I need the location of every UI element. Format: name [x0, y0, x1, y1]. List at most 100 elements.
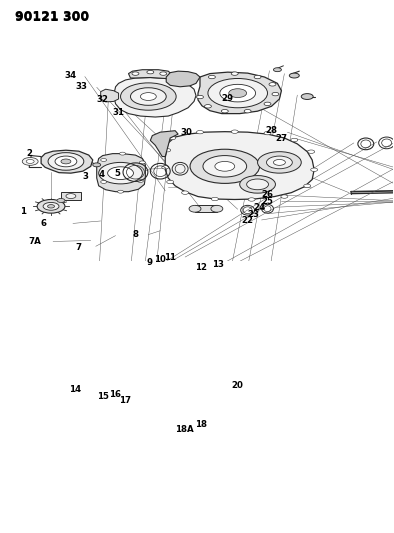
Text: 8: 8 [132, 230, 138, 239]
Bar [195, 205, 217, 212]
Circle shape [204, 104, 212, 108]
Ellipse shape [189, 205, 201, 212]
Circle shape [308, 150, 315, 154]
Text: 90121 300: 90121 300 [15, 11, 89, 24]
Text: 32: 32 [97, 95, 109, 104]
Circle shape [197, 95, 203, 99]
Text: 2: 2 [26, 149, 32, 158]
Circle shape [215, 161, 235, 171]
Text: 11: 11 [164, 253, 176, 262]
Circle shape [291, 138, 298, 142]
Text: 27: 27 [275, 133, 288, 142]
Text: 15: 15 [97, 392, 109, 401]
Circle shape [101, 181, 107, 183]
Circle shape [221, 109, 228, 113]
Ellipse shape [211, 205, 223, 212]
Circle shape [254, 75, 261, 79]
Circle shape [258, 152, 301, 173]
Circle shape [101, 158, 107, 161]
Text: 90121 300: 90121 300 [15, 10, 89, 23]
Circle shape [304, 184, 311, 188]
Circle shape [121, 83, 176, 110]
Polygon shape [41, 150, 93, 173]
Circle shape [208, 78, 268, 108]
Circle shape [248, 198, 255, 201]
Circle shape [132, 72, 139, 75]
Circle shape [140, 93, 156, 100]
Polygon shape [97, 154, 145, 192]
Circle shape [264, 132, 271, 135]
Circle shape [273, 68, 281, 71]
Circle shape [93, 163, 101, 167]
Circle shape [281, 195, 288, 198]
Text: 34: 34 [65, 71, 77, 80]
Polygon shape [165, 132, 314, 199]
Text: 13: 13 [212, 261, 224, 269]
Circle shape [147, 70, 154, 74]
Polygon shape [128, 70, 172, 79]
Text: 31: 31 [113, 108, 125, 117]
Circle shape [119, 152, 126, 155]
Circle shape [244, 109, 251, 113]
Circle shape [164, 149, 171, 152]
Circle shape [169, 136, 176, 140]
Text: 12: 12 [195, 263, 207, 272]
Circle shape [229, 88, 247, 98]
Circle shape [247, 179, 268, 190]
Text: 18A: 18A [175, 425, 193, 434]
Circle shape [264, 102, 271, 106]
Circle shape [138, 180, 143, 182]
Text: 28: 28 [266, 126, 277, 135]
Circle shape [108, 167, 134, 180]
Circle shape [208, 75, 216, 79]
Circle shape [190, 149, 260, 183]
Circle shape [139, 161, 145, 164]
Text: 23: 23 [247, 209, 260, 219]
Circle shape [57, 198, 65, 203]
Circle shape [273, 159, 285, 165]
Circle shape [289, 73, 299, 78]
Text: 14: 14 [69, 385, 81, 394]
Circle shape [203, 156, 247, 177]
Circle shape [311, 168, 318, 172]
Text: 30: 30 [180, 128, 192, 136]
Text: 7: 7 [76, 243, 82, 252]
Polygon shape [101, 89, 119, 102]
Polygon shape [166, 71, 200, 87]
Text: 1: 1 [20, 207, 26, 216]
Text: 9: 9 [146, 259, 152, 268]
Text: 17: 17 [119, 396, 132, 405]
Circle shape [212, 197, 218, 201]
Polygon shape [113, 77, 196, 117]
Circle shape [117, 190, 124, 193]
Circle shape [66, 193, 76, 198]
Circle shape [301, 94, 313, 100]
Text: 25: 25 [262, 197, 273, 206]
Circle shape [266, 156, 292, 169]
Text: 33: 33 [76, 82, 88, 91]
Circle shape [220, 84, 256, 102]
Text: 18: 18 [195, 421, 207, 430]
Circle shape [37, 199, 65, 213]
Polygon shape [198, 72, 281, 114]
Text: 22: 22 [242, 216, 254, 225]
Circle shape [167, 180, 174, 184]
Text: 10: 10 [154, 255, 166, 264]
Text: 16: 16 [109, 390, 121, 399]
Circle shape [48, 205, 54, 208]
Text: 24: 24 [253, 203, 266, 212]
Bar [61, 192, 81, 200]
Circle shape [48, 152, 84, 170]
Circle shape [130, 88, 166, 106]
Circle shape [231, 72, 238, 75]
Circle shape [162, 166, 169, 169]
Circle shape [43, 203, 59, 210]
Circle shape [55, 156, 77, 167]
Circle shape [160, 72, 167, 75]
Circle shape [197, 131, 203, 134]
Circle shape [272, 92, 279, 96]
Circle shape [182, 191, 189, 195]
Text: 29: 29 [222, 93, 234, 102]
Circle shape [61, 159, 71, 164]
Text: 3: 3 [83, 172, 89, 181]
